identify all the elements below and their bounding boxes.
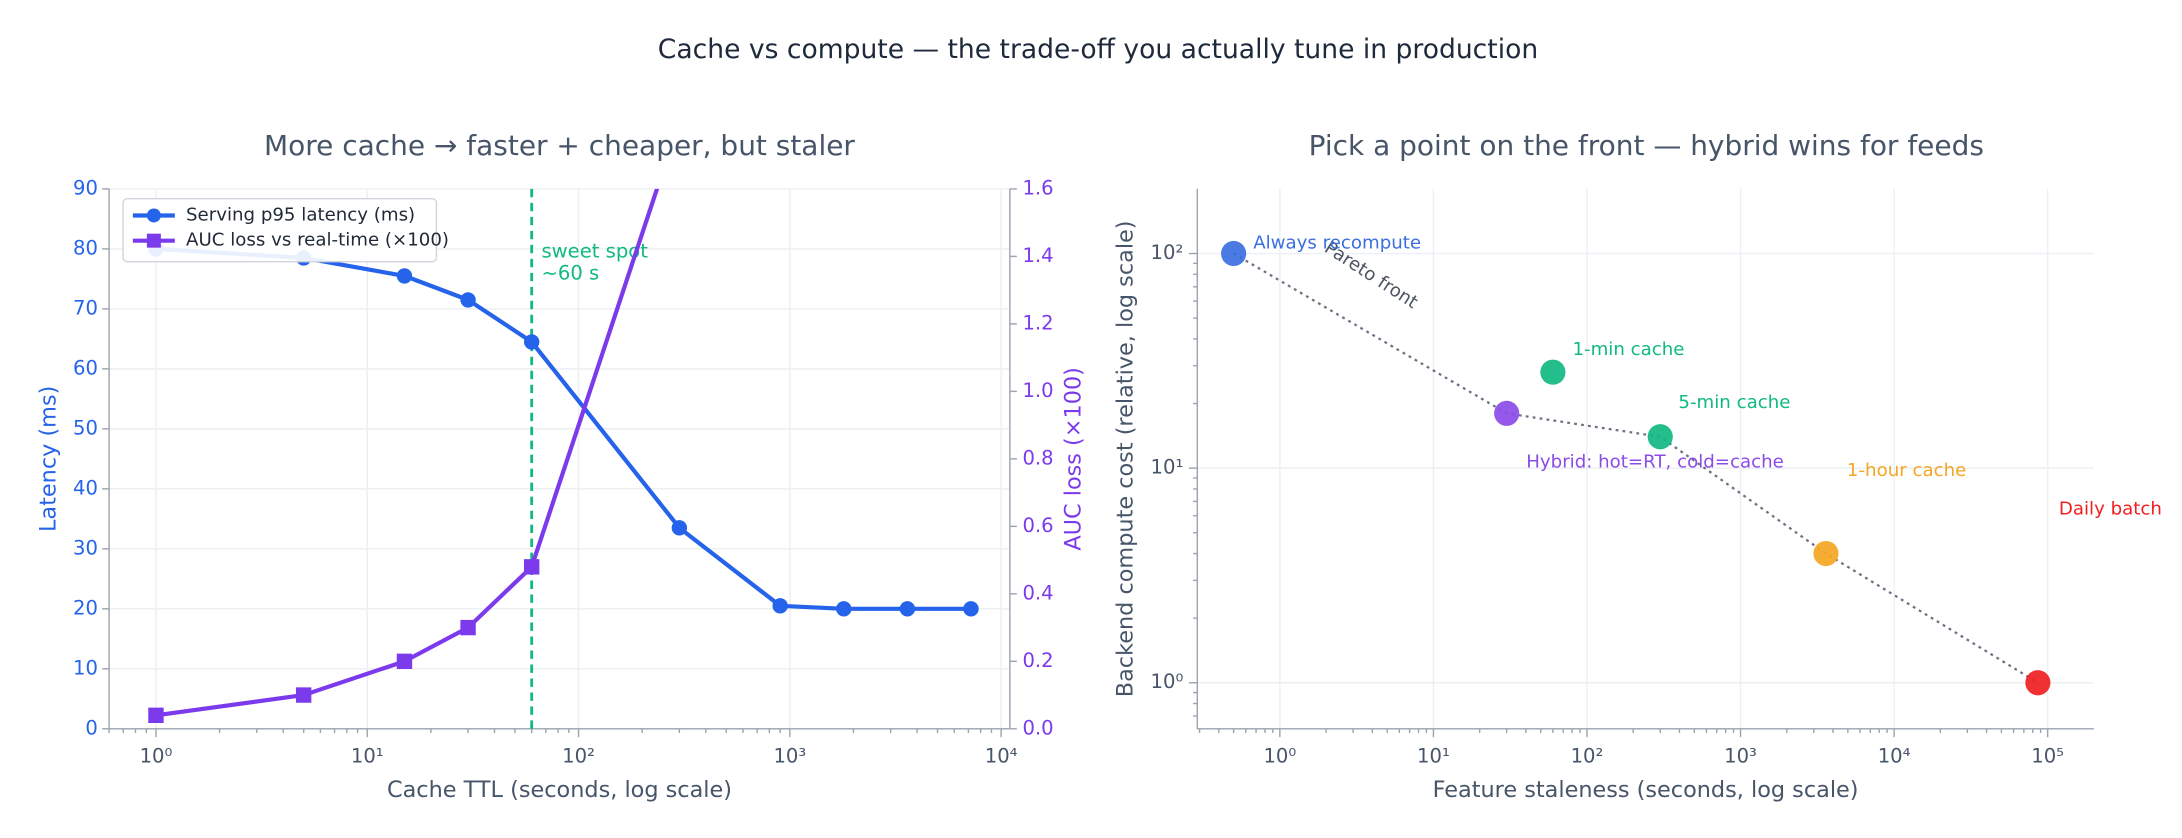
pareto-line [1233,252,2039,684]
point [1540,359,1566,385]
marker [772,598,788,614]
point [1494,400,1520,426]
point [1813,540,1839,567]
x-tick-label: 10⁵ [2031,744,2064,767]
y-tick-label: 50 [73,416,98,439]
y-tick-label: 90 [73,176,98,199]
x-axis-label: Feature staleness (seconds, log scale) [1433,777,1859,803]
y2-tick-label: 1.0 [1022,379,1053,402]
point-label: 1-hour cache [1847,460,1966,481]
y-axis-label: Backend compute cost (relative, log scal… [1112,220,1138,697]
y-tick-label: 30 [73,536,98,559]
x-tick-label: 10³ [773,744,806,767]
point-label: Daily batch [2059,498,2162,519]
x-tick-label: 10² [1571,744,1604,767]
point [1221,240,1247,267]
marker [836,601,852,617]
point-label: Always recompute [1253,233,1421,254]
legend-marker [146,208,161,223]
x-tick-label: 10² [562,744,595,767]
point-label: Hybrid: hot=RT, cold=cache [1526,451,1784,472]
y2-tick-label: 0.8 [1022,446,1053,469]
y-tick-label: 20 [73,596,98,619]
y2-axis-label: AUC loss (×100) [1061,367,1087,551]
marker [963,601,979,617]
y-tick-label: 10¹ [1151,456,1184,479]
y2-tick-label: 0.2 [1022,649,1053,672]
y2-tick-label: 1.2 [1022,311,1053,334]
y2-tick-label: 1.4 [1022,244,1053,267]
marker [460,292,476,308]
annotation: sweet spot [541,239,648,262]
y2-tick-label: 1.6 [1022,176,1053,199]
x-tick-label: 10³ [1724,744,1757,767]
point [2025,670,2051,696]
x-axis-label: Cache TTL (seconds, log scale) [387,777,732,803]
y-tick-label: 10 [73,656,98,679]
x-tick-label: 10⁴ [985,744,1018,767]
point-label: 5-min cache [1678,392,1790,413]
legend-label: Serving p95 latency (ms) [186,204,415,225]
x-tick-label: 10⁴ [1878,744,1911,767]
series [148,114,687,724]
suptitle: Cache vs compute — the trade-off you act… [658,34,1538,65]
point-label: 1-min cache [1572,339,1684,360]
y-tick-label: 10⁰ [1151,670,1184,693]
marker [148,707,164,724]
point [1647,424,1673,450]
marker [396,653,413,670]
y-tick-label: 40 [73,476,98,499]
x-tick-label: 10¹ [1417,744,1450,767]
chart-title: Pick a point on the front — hybrid wins … [1309,129,1984,162]
line [155,246,971,611]
marker [295,687,312,703]
y2-tick-label: 0.0 [1022,716,1053,739]
x-tick-label: 10⁰ [140,744,173,767]
chart-title: More cache → faster + cheaper, but stale… [264,129,855,162]
legend-box [122,198,438,263]
y-tick-label: 80 [73,236,98,259]
marker [899,601,916,617]
y-tick-label: 0 [85,716,97,739]
y-tick-label: 60 [73,356,98,379]
marker [672,114,687,129]
y2-tick-label: 0.4 [1022,581,1053,604]
marker [671,520,688,536]
y-axis-label: Latency (ms) [35,386,61,532]
marker [396,268,413,284]
marker [523,334,540,350]
legend-marker [146,233,161,248]
y2-tick-label: 0.6 [1022,514,1053,537]
x-tick-label: 10⁰ [1263,744,1296,767]
line [155,188,660,718]
y-tick-label: 70 [73,296,98,319]
legend: Serving p95 latency (ms) AUC loss vs real… [122,198,449,263]
marker [523,559,540,575]
x-tick-label: 10¹ [351,744,384,767]
marker [460,619,476,636]
y-tick-label: 10² [1151,241,1184,264]
points [1221,240,2051,696]
annotation: ~60 s [541,262,599,285]
legend-label: AUC loss vs real-time (×100) [186,230,449,251]
